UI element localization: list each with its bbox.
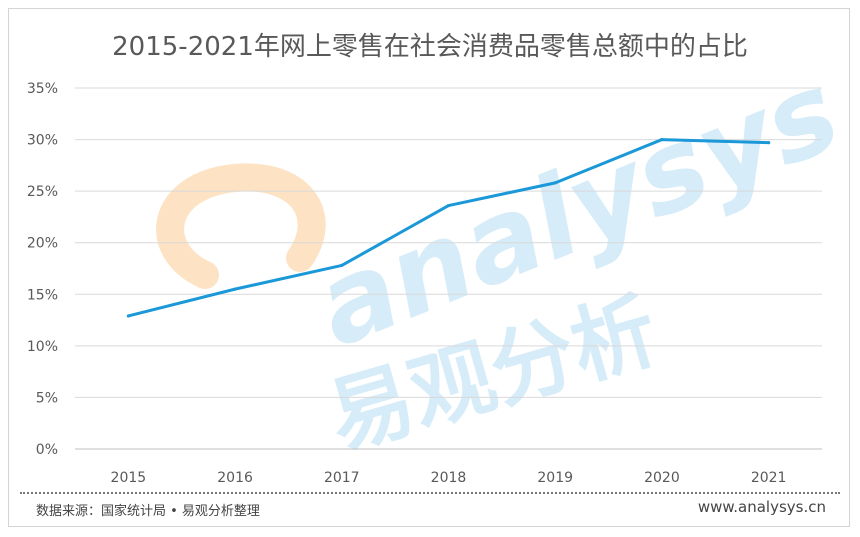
y-tick-label: 30% — [27, 133, 58, 149]
chart-title: 2015-2021年网上零售在社会消费品零售总额中的占比 — [112, 32, 748, 62]
x-tick-label: 2019 — [537, 470, 573, 486]
data-point — [233, 287, 237, 291]
watermark-arc — [156, 163, 326, 289]
x-tick-label: 2020 — [644, 470, 680, 486]
x-tick-label: 2017 — [324, 470, 360, 486]
x-tick-label: 2015 — [111, 470, 147, 486]
data-source-note: 数据来源：国家统计局 • 易观分析整理 — [36, 504, 260, 519]
x-axis-ticks: 2015 2016 2017 2018 2019 2020 2021 — [111, 470, 787, 486]
x-tick-label: 2016 — [217, 470, 253, 486]
y-tick-label: 15% — [27, 287, 58, 303]
footer-divider — [20, 492, 840, 494]
y-tick-label: 10% — [27, 339, 58, 355]
x-tick-label: 2021 — [751, 470, 787, 486]
data-point — [660, 137, 664, 142]
y-tick-label: 35% — [27, 81, 58, 97]
website-link[interactable]: www.analysys.cn — [697, 498, 826, 516]
data-point — [446, 203, 451, 208]
y-tick-label: 5% — [36, 390, 58, 406]
data-point — [553, 181, 557, 185]
y-tick-label: 20% — [27, 236, 58, 252]
y-tick-label: 0% — [36, 442, 58, 458]
chart-frame — [8, 8, 850, 527]
data-point — [767, 141, 771, 145]
x-tick-label: 2018 — [431, 470, 467, 486]
data-point — [126, 314, 130, 318]
y-axis-ticks: 0% 5% 10% 15% 20% 25% 30% 35% — [27, 81, 58, 458]
y-tick-label: 25% — [27, 184, 58, 200]
data-point — [340, 263, 344, 268]
series-group — [126, 137, 771, 318]
